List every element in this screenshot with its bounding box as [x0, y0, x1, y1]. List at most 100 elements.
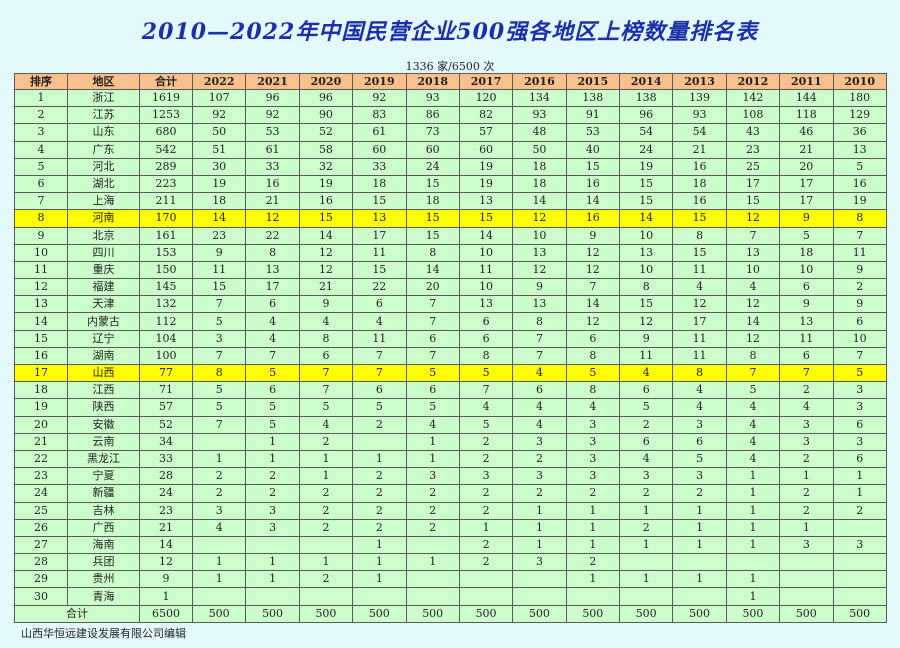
rank-cell: 23 — [14, 467, 68, 486]
year-count-cell: 50 — [191, 123, 247, 142]
total-cell: 1253 — [139, 106, 193, 125]
year-count-cell: 3 — [832, 432, 887, 451]
year-count-cell: 57 — [458, 123, 514, 142]
year-count-cell: 3 — [458, 467, 514, 486]
total-cell: 1 — [139, 587, 193, 606]
year-count-cell: 93 — [405, 88, 460, 108]
total-value-cell: 6500 — [139, 604, 193, 623]
rank-cell: 8 — [14, 209, 68, 228]
year-count-cell: 4 — [725, 432, 781, 451]
column-header: 2010 — [832, 73, 887, 90]
year-count-cell: 10 — [618, 226, 674, 245]
year-count-cell: 4 — [672, 398, 727, 417]
year-count-cell — [458, 587, 514, 606]
year-count-cell: 2 — [298, 570, 354, 589]
year-count-cell: 1 — [512, 518, 567, 537]
year-count-cell: 3 — [512, 467, 567, 486]
year-count-cell — [512, 570, 567, 589]
column-header: 2014 — [618, 73, 674, 90]
table-row: 2 江苏 1253 92 92 90 83 86 82 93 91 96 93 108 118 129 — [14, 106, 887, 125]
year-count-cell: 2 — [779, 449, 834, 469]
rank-cell: 28 — [14, 553, 68, 572]
total-cell: 150 — [139, 260, 193, 280]
year-count-cell: 7 — [832, 346, 887, 366]
year-count-cell: 21 — [779, 140, 834, 159]
table-row: 28 兵团 12 1 1 1 1 1 2 3 2 — [14, 553, 887, 572]
year-count-cell: 7 — [779, 363, 834, 383]
column-header: 2022 — [191, 73, 247, 90]
year-count-cell: 1 — [779, 467, 834, 486]
year-count-cell: 1 — [618, 501, 674, 520]
year-count-cell: 1 — [672, 501, 727, 520]
rank-cell: 1 — [14, 88, 68, 108]
year-count-cell: 6 — [618, 381, 674, 400]
year-count-cell: 5 — [245, 398, 300, 417]
rank-cell: 18 — [14, 381, 68, 400]
year-count-cell: 54 — [672, 123, 727, 142]
total-value-cell: 500 — [405, 604, 460, 623]
year-count-cell: 3 — [779, 415, 834, 434]
year-count-cell: 24 — [618, 140, 674, 159]
year-count-cell: 2 — [779, 381, 834, 400]
year-count-cell: 10 — [832, 329, 887, 348]
total-cell: 52 — [139, 415, 193, 434]
year-count-cell: 2 — [779, 501, 834, 520]
year-count-cell: 1 — [618, 570, 674, 589]
year-count-cell: 12 — [565, 312, 621, 331]
year-count-cell: 16 — [298, 192, 354, 211]
year-count-cell: 4 — [725, 415, 781, 434]
year-count-cell: 52 — [298, 123, 354, 142]
year-count-cell: 19 — [832, 192, 887, 211]
year-count-cell — [352, 432, 407, 451]
year-count-cell: 12 — [298, 260, 354, 280]
year-count-cell: 4 — [512, 398, 567, 417]
total-cell: 57 — [139, 398, 193, 417]
year-count-cell: 92 — [191, 106, 247, 125]
ranking-table: 排序 地区 合计 2022 2021 2020 2019 2018 2017 2016 2015 20… — [14, 73, 887, 623]
year-count-cell: 16 — [565, 174, 621, 194]
year-count-cell: 2 — [298, 501, 354, 520]
year-count-cell: 86 — [405, 106, 460, 125]
year-count-cell: 17 — [779, 192, 834, 211]
column-header: 2011 — [779, 73, 834, 90]
year-count-cell — [298, 535, 354, 555]
year-count-cell: 2 — [565, 484, 621, 503]
year-count-cell: 13 — [458, 192, 514, 211]
year-count-cell: 1 — [725, 587, 781, 606]
year-count-cell: 5 — [672, 449, 727, 469]
year-count-cell: 1 — [512, 501, 567, 520]
year-count-cell: 33 — [245, 157, 300, 176]
year-count-cell: 7 — [405, 312, 460, 331]
total-cell: 211 — [139, 192, 193, 211]
year-count-cell: 1 — [191, 449, 247, 469]
year-count-cell: 13 — [725, 243, 781, 262]
table-row: 5 河北 289 30 33 32 33 24 19 18 15 19 16 25 20 5 — [14, 157, 887, 176]
year-count-cell: 8 — [298, 329, 354, 348]
year-count-cell: 13 — [245, 260, 300, 280]
total-cell: 24 — [139, 484, 193, 503]
year-count-cell: 142 — [725, 88, 781, 108]
year-count-cell: 7 — [245, 346, 300, 366]
year-count-cell: 12 — [565, 260, 621, 280]
year-count-cell: 8 — [405, 243, 460, 262]
year-count-cell: 14 — [565, 192, 621, 211]
year-count-cell: 6 — [458, 312, 514, 331]
year-count-cell: 16 — [245, 174, 300, 194]
year-count-cell — [191, 535, 247, 555]
year-count-cell: 10 — [458, 243, 514, 262]
year-count-cell: 19 — [298, 174, 354, 194]
region-cell: 重庆 — [67, 260, 140, 280]
year-count-cell: 3 — [832, 535, 887, 555]
year-count-cell: 15 — [725, 192, 781, 211]
year-count-cell: 5 — [779, 226, 834, 245]
year-count-cell: 2 — [298, 518, 354, 537]
year-count-cell: 24 — [405, 157, 460, 176]
column-header: 排序 — [14, 73, 68, 90]
year-count-cell: 2 — [458, 501, 514, 520]
year-count-cell: 1 — [565, 501, 621, 520]
year-count-cell: 11 — [191, 260, 247, 280]
year-count-cell: 18 — [352, 174, 407, 194]
year-count-cell: 14 — [565, 295, 621, 314]
column-header: 2013 — [672, 73, 727, 90]
year-count-cell: 1 — [191, 570, 247, 589]
